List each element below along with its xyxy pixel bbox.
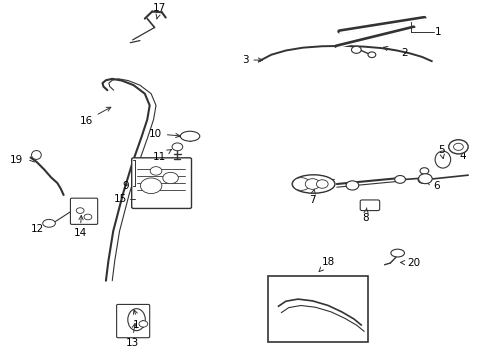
Circle shape	[419, 168, 428, 174]
Text: 11: 11	[152, 150, 171, 162]
Text: 20: 20	[400, 258, 420, 268]
Circle shape	[292, 177, 309, 190]
Circle shape	[367, 52, 375, 58]
Circle shape	[418, 174, 431, 184]
Circle shape	[351, 46, 361, 53]
Text: 5: 5	[437, 145, 444, 158]
Text: 14: 14	[73, 216, 86, 238]
Text: 4: 4	[459, 151, 466, 161]
Text: 16: 16	[80, 107, 111, 126]
Text: 10: 10	[148, 129, 180, 139]
Circle shape	[150, 167, 162, 175]
Ellipse shape	[434, 151, 450, 168]
Circle shape	[76, 208, 84, 213]
Text: 1: 1	[434, 27, 441, 37]
Text: 17: 17	[153, 3, 166, 19]
Circle shape	[417, 176, 427, 183]
Ellipse shape	[42, 220, 55, 227]
Circle shape	[346, 181, 358, 190]
Text: 7: 7	[308, 189, 315, 205]
Text: 13: 13	[125, 324, 138, 348]
Circle shape	[163, 172, 178, 184]
Circle shape	[448, 140, 467, 154]
FancyBboxPatch shape	[267, 276, 367, 342]
Ellipse shape	[127, 309, 145, 330]
Ellipse shape	[390, 249, 404, 257]
Circle shape	[84, 214, 92, 220]
FancyBboxPatch shape	[360, 200, 379, 211]
Circle shape	[139, 321, 147, 327]
Circle shape	[305, 179, 319, 189]
Circle shape	[394, 176, 405, 183]
Text: 14: 14	[132, 310, 145, 330]
Text: 3: 3	[241, 55, 262, 65]
Text: 8: 8	[362, 208, 368, 224]
Text: 2: 2	[383, 46, 407, 58]
Ellipse shape	[180, 131, 200, 141]
Circle shape	[453, 143, 462, 150]
Ellipse shape	[31, 150, 41, 159]
FancyBboxPatch shape	[116, 305, 149, 338]
Text: 6: 6	[426, 181, 439, 191]
Text: 12: 12	[31, 224, 44, 234]
Ellipse shape	[291, 175, 334, 193]
FancyBboxPatch shape	[131, 158, 191, 208]
Circle shape	[172, 143, 183, 151]
Text: 19: 19	[10, 154, 23, 165]
Circle shape	[316, 180, 327, 188]
Text: 18: 18	[319, 257, 335, 272]
FancyBboxPatch shape	[70, 198, 98, 224]
Circle shape	[140, 178, 162, 194]
Text: 9: 9	[122, 181, 128, 191]
Text: 15: 15	[113, 194, 126, 203]
